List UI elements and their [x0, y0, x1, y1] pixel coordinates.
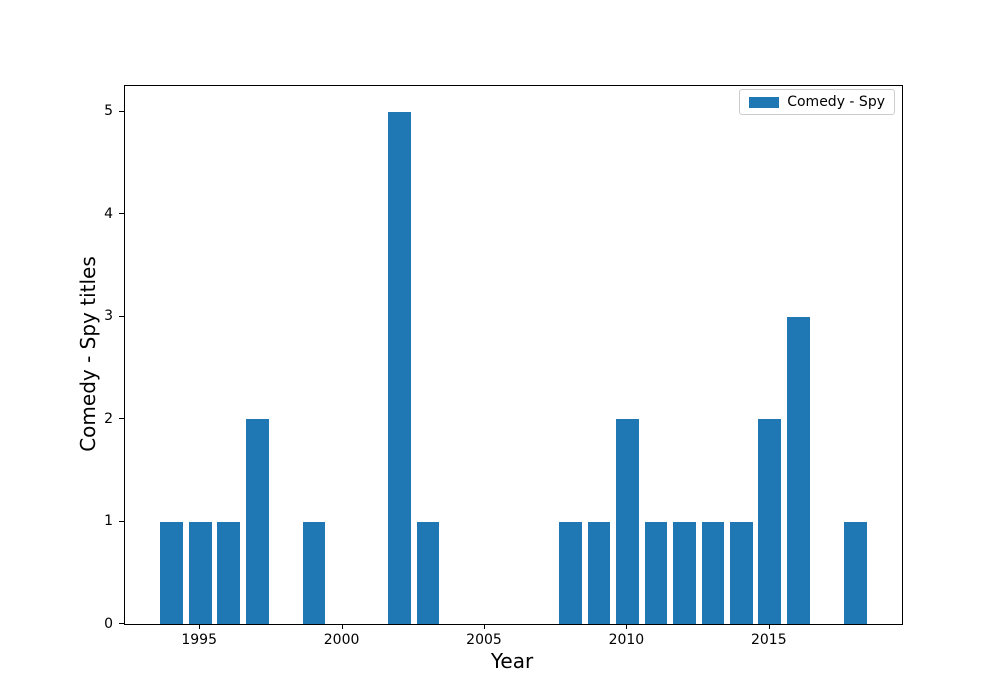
- x-tick-mark-2005: [484, 624, 485, 629]
- y-tick-label-0: 0: [104, 615, 113, 632]
- y-tick-mark-1: [119, 520, 124, 522]
- plot-area: Comedy - Spy: [124, 85, 903, 625]
- bar-2003: [416, 521, 440, 624]
- y-tick-label-3: 3: [104, 308, 113, 325]
- y-tick-mark-3: [119, 315, 124, 317]
- y-tick-label-2: 2: [104, 410, 113, 427]
- x-tick-label-2015: 2015: [750, 632, 787, 648]
- bar-2016: [786, 316, 810, 624]
- x-tick-label-1995: 1995: [181, 632, 218, 648]
- x-tick-mark-1995: [199, 624, 201, 629]
- bar-1996: [217, 521, 241, 624]
- y-tick-mark-2: [119, 418, 124, 419]
- bar-2010: [616, 419, 639, 624]
- bar-2002: [388, 111, 411, 624]
- y-tick-mark-4: [119, 213, 124, 215]
- x-tick-label-2000: 2000: [323, 632, 360, 648]
- bar-1999: [302, 521, 326, 624]
- bar-2012: [673, 521, 696, 624]
- bar-1994: [160, 521, 184, 624]
- x-tick-label-2005: 2005: [466, 632, 502, 648]
- bar-2014: [730, 521, 753, 624]
- legend-label: Comedy - Spy: [787, 94, 885, 110]
- bar-2013: [701, 521, 725, 624]
- x-tick-label-2010: 2010: [608, 632, 645, 648]
- y-tick-label-5: 5: [104, 103, 113, 120]
- bar-2018: [843, 521, 867, 624]
- y-tick-label-4: 4: [104, 205, 113, 222]
- x-tick-mark-2015: [768, 624, 770, 629]
- x-tick-mark-2010: [626, 624, 628, 629]
- y-tick-mark-0: [119, 623, 124, 624]
- legend: Comedy - Spy: [739, 89, 895, 115]
- x-axis-label: Year: [490, 649, 534, 673]
- legend-swatch: [749, 96, 780, 108]
- bar-2008: [559, 521, 582, 624]
- x-tick-mark-2000: [341, 624, 343, 629]
- bar-2011: [644, 521, 668, 624]
- bar-2009: [587, 521, 611, 624]
- bar-2015: [758, 419, 782, 624]
- bar-1997: [245, 419, 269, 624]
- bar-1995: [188, 521, 212, 624]
- y-axis-label: Comedy - Spy titles: [76, 256, 100, 452]
- y-tick-mark-5: [119, 110, 124, 112]
- y-tick-label-1: 1: [104, 513, 113, 529]
